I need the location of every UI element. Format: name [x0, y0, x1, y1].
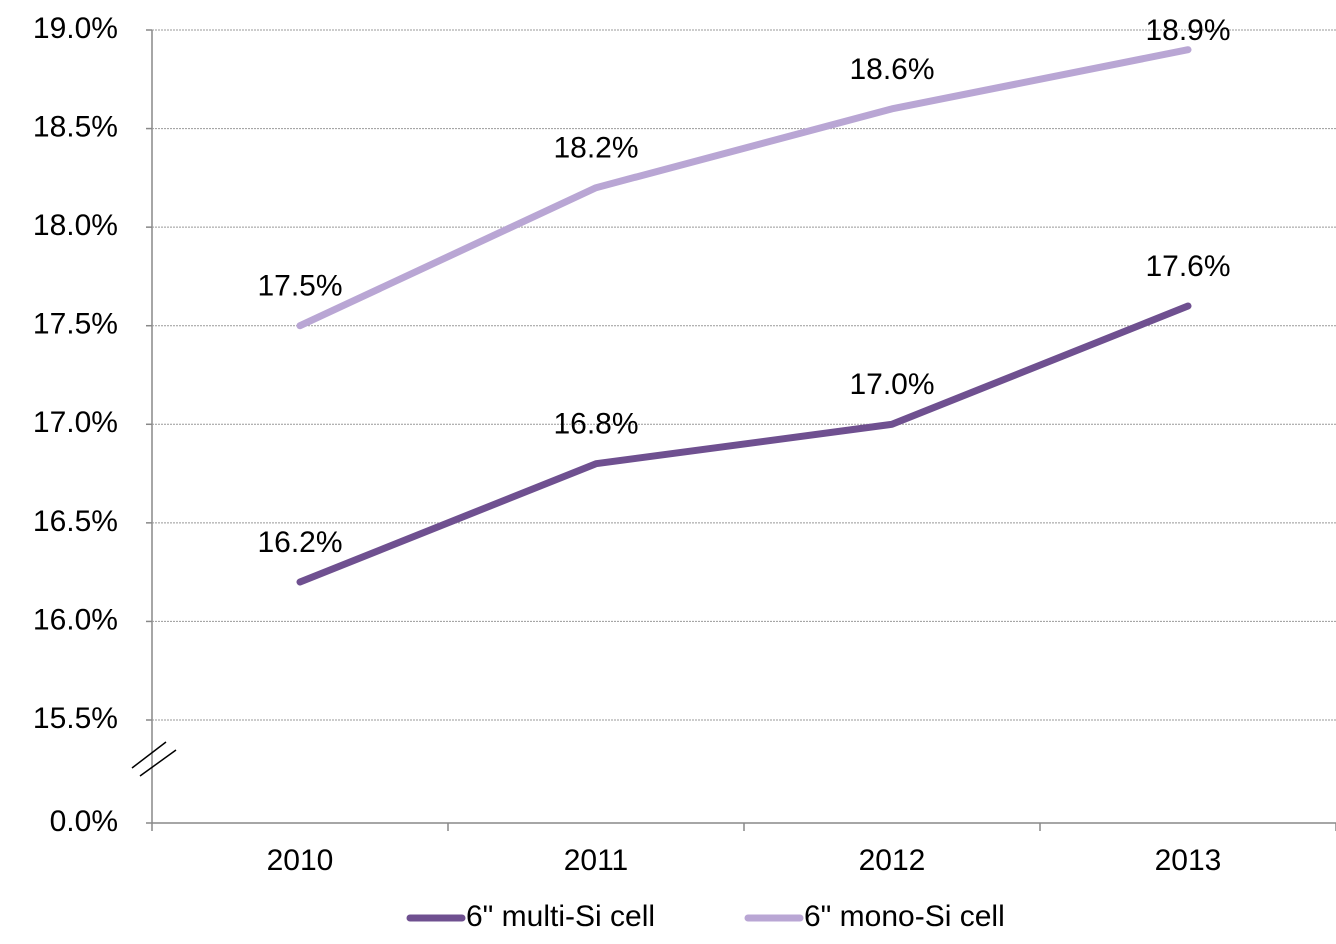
x-tick-label: 2012	[859, 844, 926, 877]
data-label: 17.6%	[1145, 250, 1230, 283]
data-label: 18.2%	[553, 132, 638, 165]
legend-label: 6" mono-Si cell	[804, 900, 1005, 933]
y-tick-label: 19.0%	[33, 12, 118, 45]
y-tick-label: 0.0%	[50, 805, 118, 838]
y-tick-label: 16.5%	[33, 505, 118, 538]
data-label: 17.0%	[849, 368, 934, 401]
legend-label: 6" multi-Si cell	[466, 900, 655, 933]
x-tick-label: 2011	[564, 844, 629, 877]
y-tick-label: 17.0%	[33, 406, 118, 439]
axis-break	[131, 741, 167, 769]
data-label: 16.2%	[257, 526, 342, 559]
data-label: 17.5%	[257, 270, 342, 303]
y-tick-label: 18.5%	[33, 110, 118, 143]
data-label: 18.9%	[1145, 14, 1230, 47]
y-tick-label: 15.5%	[33, 702, 118, 735]
axis-break	[139, 749, 177, 777]
x-tick-label: 2010	[267, 844, 334, 877]
data-label: 18.6%	[849, 53, 934, 86]
y-tick-label: 16.0%	[33, 603, 118, 636]
y-tick-label: 18.0%	[33, 209, 118, 242]
data-label: 16.8%	[553, 408, 638, 441]
series-line	[296, 302, 1192, 586]
series-line	[296, 46, 1192, 330]
x-tick-label: 2013	[1155, 844, 1222, 877]
y-tick-label: 17.5%	[33, 308, 118, 341]
